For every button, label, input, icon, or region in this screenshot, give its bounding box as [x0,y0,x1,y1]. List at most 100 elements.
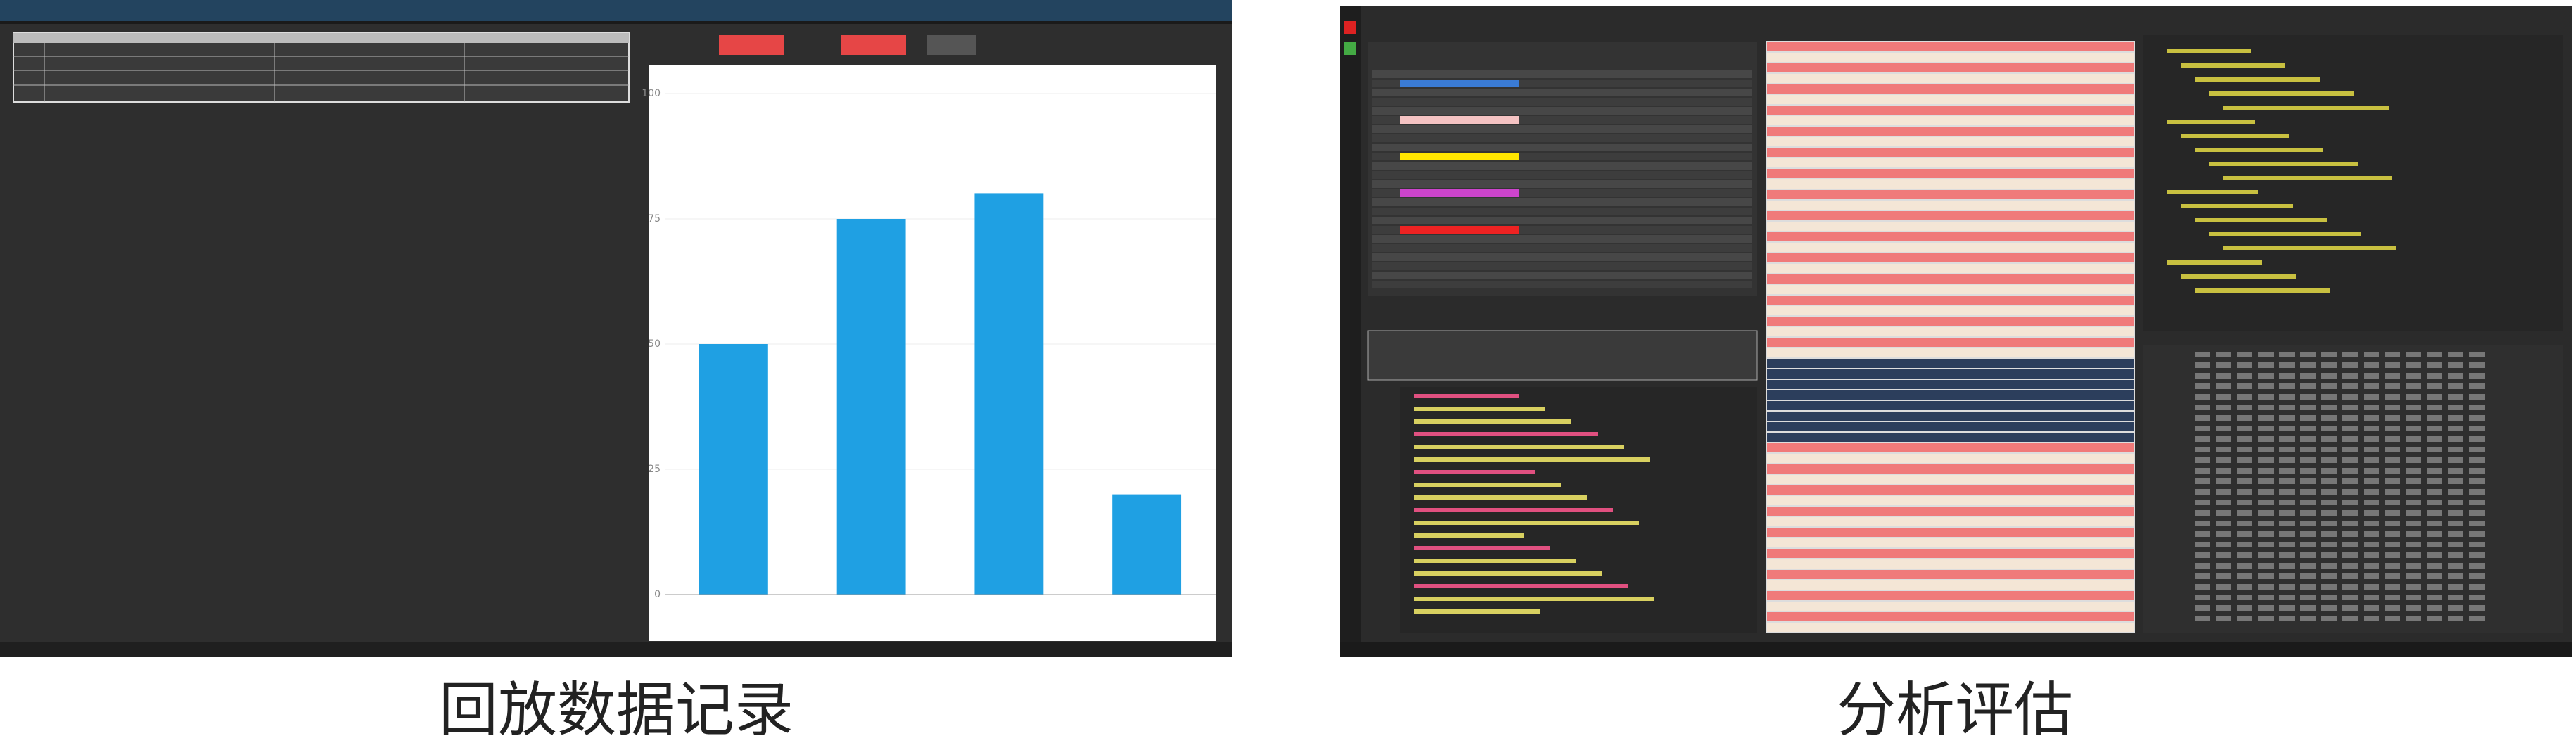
record-row [1767,528,2134,537]
hex-cell [2427,584,2442,590]
hex-cell [2195,373,2210,379]
hex-cell [2321,510,2337,516]
hex-cell [2385,489,2400,495]
record-row [1767,359,2134,368]
tree-row [1372,235,1752,243]
hex-cell [2342,510,2358,516]
hex-cell [2300,478,2316,484]
record-row [1767,84,2134,94]
hex-cell [2385,383,2400,389]
hex-cell [2321,573,2337,579]
hex-cell [2237,457,2252,463]
hex-cell [2258,447,2274,452]
record-row [1767,106,2134,115]
hex-cell [2469,531,2485,537]
hex-cell [2237,595,2252,600]
hex-cell [2448,468,2463,474]
tool-icon[interactable] [1344,21,1356,34]
hex-cell [2342,500,2358,505]
tree-row [1372,107,1752,115]
select-button[interactable] [719,35,784,55]
record-row [1767,591,2134,600]
hex-cell [2258,478,2274,484]
hex-cell [2195,605,2210,611]
record-row [1767,201,2134,210]
hex-cell [2406,415,2421,421]
hex-cell [2216,468,2231,474]
hex-cell [2195,426,2210,431]
hex-cell [2385,573,2400,579]
hex-cell [2342,563,2358,569]
hex-cell [2385,468,2400,474]
hex-cell [2469,447,2485,452]
record-row [1767,116,2134,125]
hex-cell [2300,605,2316,611]
table-header [13,33,629,43]
hex-cell [2279,521,2295,526]
hex-cell [2364,595,2379,600]
hex-cell [2237,552,2252,558]
y-tick-label: 75 [648,213,661,224]
code-line [1414,508,1613,512]
hex-cell [2300,500,2316,505]
record-row [1767,95,2134,104]
tree-row [1372,144,1752,151]
query-button[interactable] [927,35,976,55]
hex-cell [2385,605,2400,611]
hex-cell [2216,489,2231,495]
hex-cell [2279,415,2295,421]
hex-cell [2216,542,2231,547]
hex-cell [2448,521,2463,526]
hex-cell [2427,563,2442,569]
hex-cell [2279,468,2295,474]
code-line [1414,597,1654,601]
hex-cell [2300,510,2316,516]
hex-cell [2406,563,2421,569]
hex-cell [2448,584,2463,590]
hex-cell [2364,426,2379,431]
hex-cell [2321,436,2337,442]
hex-cell [2364,362,2379,368]
hex-cell [2385,426,2400,431]
hex-cell [2237,362,2252,368]
hex-cell [2300,563,2316,569]
hex-cell [2195,500,2210,505]
hex-cell [2385,542,2400,547]
hex-cell [2300,573,2316,579]
tool-icon[interactable] [1344,42,1356,55]
hex-cell [2321,521,2337,526]
select-button[interactable] [841,35,906,55]
hex-cell [2406,542,2421,547]
top-nav[interactable] [0,0,1232,21]
json-line [2195,148,2323,152]
hex-cell [2300,436,2316,442]
tree-color [1400,189,1519,197]
hex-cell [2406,383,2421,389]
hex-cell [2300,394,2316,400]
hex-cell [2342,489,2358,495]
hex-cell [2448,573,2463,579]
caption: 分析评估 [1837,675,2073,743]
hex-cell [2364,436,2379,442]
hex-cell [2195,383,2210,389]
json-panel [2143,35,2563,331]
code-line [1414,419,1571,424]
hex-cell [2427,521,2442,526]
hex-cell [2258,573,2274,579]
hex-cell [2469,573,2485,579]
hex-cell [2448,352,2463,357]
hex-cell [2216,616,2231,621]
hex-cell [2300,542,2316,547]
hex-cell [2237,394,2252,400]
hex-cell [2321,563,2337,569]
status-bar [1340,642,2572,657]
tree-row [1372,244,1752,252]
hex-cell [2216,552,2231,558]
hex-cell [2448,563,2463,569]
y-tick-label: 50 [648,338,661,350]
hex-cell [2300,373,2316,379]
hex-cell [2216,436,2231,442]
hex-cell [2279,573,2295,579]
hex-cell [2448,426,2463,431]
